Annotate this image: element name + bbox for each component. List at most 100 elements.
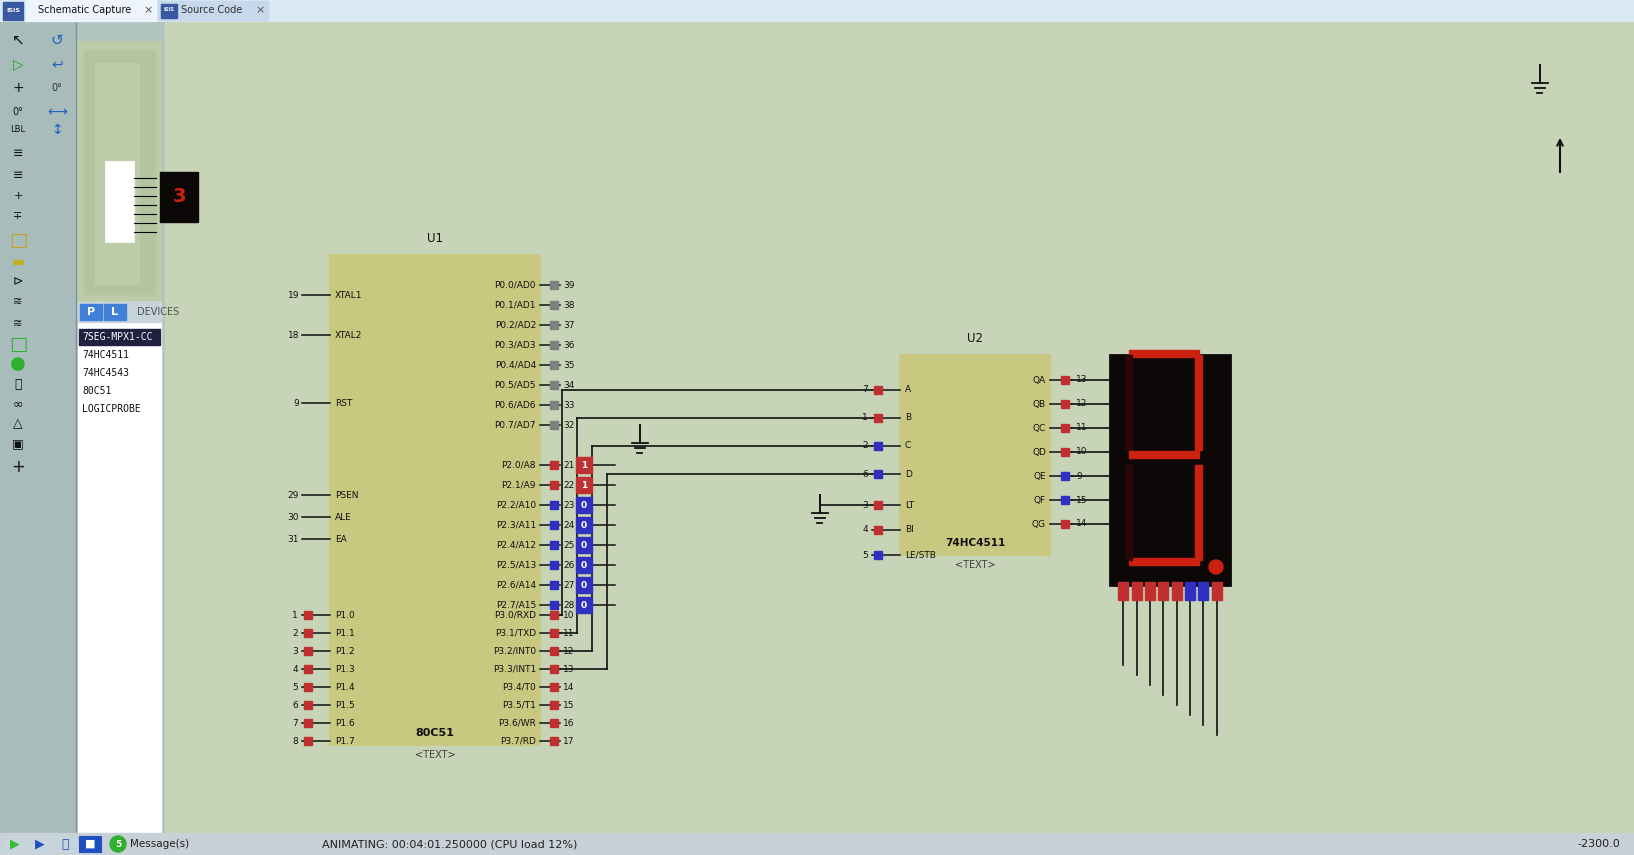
Bar	[1132, 582, 1142, 600]
Text: ≋: ≋	[13, 319, 23, 329]
Text: 1: 1	[580, 481, 587, 490]
Text: 33: 33	[564, 400, 575, 410]
Text: P: P	[87, 307, 95, 317]
Bar	[3, 2, 23, 20]
Text: 11: 11	[564, 628, 575, 638]
Text: 74HC4511: 74HC4511	[82, 350, 129, 360]
Text: LE/STB: LE/STB	[905, 551, 936, 559]
Text: 3: 3	[172, 187, 186, 207]
Bar	[330, 255, 539, 745]
Text: EA: EA	[335, 534, 346, 544]
Bar	[1060, 520, 1069, 528]
Bar	[551, 501, 557, 509]
Bar	[0, 833, 1634, 855]
Bar	[106, 162, 134, 242]
Text: ▷: ▷	[13, 57, 23, 71]
Bar	[577, 457, 592, 473]
Bar	[105, 304, 126, 320]
Text: D: D	[905, 469, 912, 479]
Bar	[0, 22, 77, 833]
Text: ●: ●	[10, 355, 26, 373]
Text: P2.4/A12: P2.4/A12	[497, 540, 536, 550]
Text: 0°: 0°	[52, 83, 62, 93]
Text: A: A	[905, 386, 912, 394]
Bar	[1060, 472, 1069, 480]
Bar	[874, 414, 882, 422]
Text: 14: 14	[564, 682, 575, 692]
Text: 34: 34	[564, 380, 575, 390]
Text: BI: BI	[905, 526, 913, 534]
Bar	[165, 22, 1634, 833]
Text: Source Code: Source Code	[181, 5, 242, 15]
Text: P2.5/A13: P2.5/A13	[495, 561, 536, 569]
Text: 7SEG-MPX1-CC: 7SEG-MPX1-CC	[82, 332, 152, 342]
Text: 7: 7	[863, 386, 868, 394]
Text: ALE: ALE	[335, 512, 351, 522]
Bar	[551, 321, 557, 329]
Bar	[83, 50, 155, 294]
Text: ×: ×	[144, 5, 152, 15]
Text: 9: 9	[1077, 471, 1082, 481]
Text: ■: ■	[85, 839, 95, 849]
Text: 1: 1	[863, 414, 868, 422]
Text: U2: U2	[967, 333, 984, 345]
Bar	[1159, 582, 1168, 600]
Text: P2.3/A11: P2.3/A11	[495, 521, 536, 529]
Text: 6: 6	[863, 469, 868, 479]
Text: QE: QE	[1033, 471, 1046, 481]
Text: △: △	[13, 417, 23, 431]
Text: P1.7: P1.7	[335, 736, 355, 746]
Text: 5: 5	[863, 551, 868, 559]
Text: 5: 5	[292, 682, 297, 692]
Text: 74HC4511: 74HC4511	[944, 538, 1005, 548]
Text: P1.2: P1.2	[335, 646, 355, 656]
Bar	[1129, 558, 1199, 565]
Text: ⊳: ⊳	[13, 275, 23, 288]
Bar	[551, 665, 557, 673]
Text: 32: 32	[564, 421, 575, 429]
Bar	[1185, 582, 1194, 600]
Text: P3.1/TXD: P3.1/TXD	[495, 628, 536, 638]
Bar	[3, 836, 26, 852]
Text: □: □	[8, 231, 28, 250]
Bar	[54, 836, 77, 852]
Text: 18: 18	[288, 331, 299, 339]
Text: RST: RST	[335, 398, 353, 408]
Text: 35: 35	[564, 361, 575, 369]
Text: +: +	[13, 191, 23, 201]
Text: 4: 4	[292, 664, 297, 674]
Text: 17: 17	[564, 736, 575, 746]
Bar	[1124, 465, 1132, 560]
Bar	[1060, 376, 1069, 384]
Text: P0.1/AD1: P0.1/AD1	[495, 300, 536, 310]
Bar	[551, 647, 557, 655]
Text: ↖: ↖	[11, 32, 25, 48]
Text: P0.3/AD3: P0.3/AD3	[495, 340, 536, 350]
Text: ▣: ▣	[11, 438, 25, 451]
Text: 21: 21	[564, 461, 575, 469]
Bar	[874, 386, 882, 394]
Bar	[900, 355, 1051, 555]
Text: ▶: ▶	[10, 838, 20, 851]
Text: 4: 4	[863, 526, 868, 534]
Bar	[551, 629, 557, 637]
Text: P3.2/INT0: P3.2/INT0	[493, 646, 536, 656]
Bar	[1172, 582, 1181, 600]
Text: 39: 39	[564, 280, 575, 290]
Text: ×: ×	[255, 5, 265, 15]
Circle shape	[1209, 560, 1222, 574]
Text: 15: 15	[564, 700, 575, 710]
Bar	[551, 683, 557, 691]
Bar	[1129, 350, 1199, 357]
Bar	[1212, 582, 1222, 600]
Text: 37: 37	[564, 321, 575, 329]
Bar	[1145, 582, 1155, 600]
Bar	[304, 629, 312, 637]
Text: 0: 0	[582, 521, 587, 529]
Text: P3.3/INT1: P3.3/INT1	[493, 664, 536, 674]
Text: B: B	[905, 414, 912, 422]
Text: ↩: ↩	[51, 57, 62, 71]
Text: 0°: 0°	[13, 107, 23, 117]
Text: ↺: ↺	[51, 32, 64, 48]
Bar	[551, 611, 557, 619]
